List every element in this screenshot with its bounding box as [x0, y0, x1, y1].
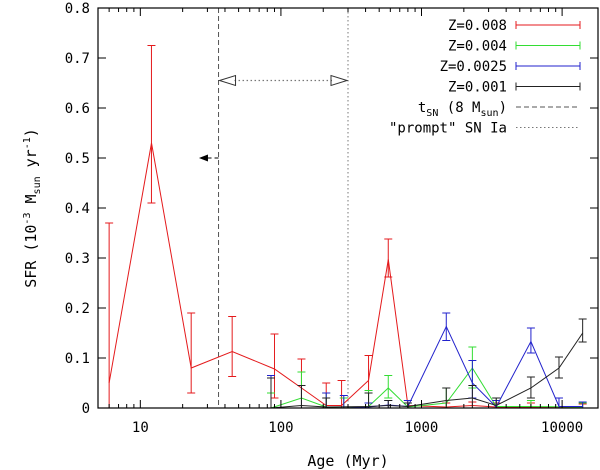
y-tick-label: 0.8	[65, 1, 90, 17]
series-line	[108, 142, 583, 408]
reference-lines	[218, 8, 349, 408]
series-Z=0.008	[105, 45, 587, 409]
series-Z=0.0025	[266, 312, 587, 409]
x-tick-label: 100	[268, 420, 293, 436]
y-tick-label: 0.5	[65, 151, 90, 167]
series-line	[270, 367, 583, 409]
legend-label-tsn: tSN (8 Msun)	[418, 100, 507, 119]
legend-label-z0004: Z=0.004	[448, 39, 507, 55]
y-tick-label: 0.4	[65, 201, 90, 217]
y-tick-label: 0	[82, 401, 90, 417]
legend: Z=0.008 Z=0.004 Z=0.0025 Z=0.001 tSN (8 …	[389, 18, 581, 137]
range-arrow-head-left	[217, 74, 237, 87]
x-tick-label: 10000	[541, 420, 583, 436]
series-line	[270, 332, 584, 409]
left-arrow-head	[198, 154, 208, 162]
y-axis-label: SFR (10-3 Msun yr-1)	[22, 128, 43, 288]
legend-label-z00025: Z=0.0025	[440, 59, 507, 75]
series-Z=0.001	[266, 318, 587, 409]
y-tick-label: 0.3	[65, 251, 90, 267]
legend-label-z0008: Z=0.008	[448, 18, 507, 34]
y-tick-label: 0.6	[65, 101, 90, 117]
series-Z=0.004	[266, 346, 587, 409]
range-arrow-head-right	[330, 74, 349, 87]
series-group	[105, 45, 587, 409]
y-tick-label: 0.7	[65, 51, 90, 67]
x-axis-label: Age (Myr)	[307, 452, 388, 470]
series-line	[271, 325, 583, 409]
x-tick-label: 1000	[405, 420, 439, 436]
legend-label-prompt-sn-ia: "prompt" SN Ia	[389, 121, 507, 137]
axis-ticks: 0 0.1 0.2 0.3 0.4 0.5 0.6 0.7 0.8 10 100 1000 10000	[65, 1, 598, 436]
y-tick-label: 0.2	[65, 301, 90, 317]
annotations	[198, 74, 349, 162]
y-tick-label: 0.1	[65, 351, 90, 367]
legend-label-z0001: Z=0.001	[448, 80, 507, 96]
x-tick-label: 10	[132, 420, 149, 436]
